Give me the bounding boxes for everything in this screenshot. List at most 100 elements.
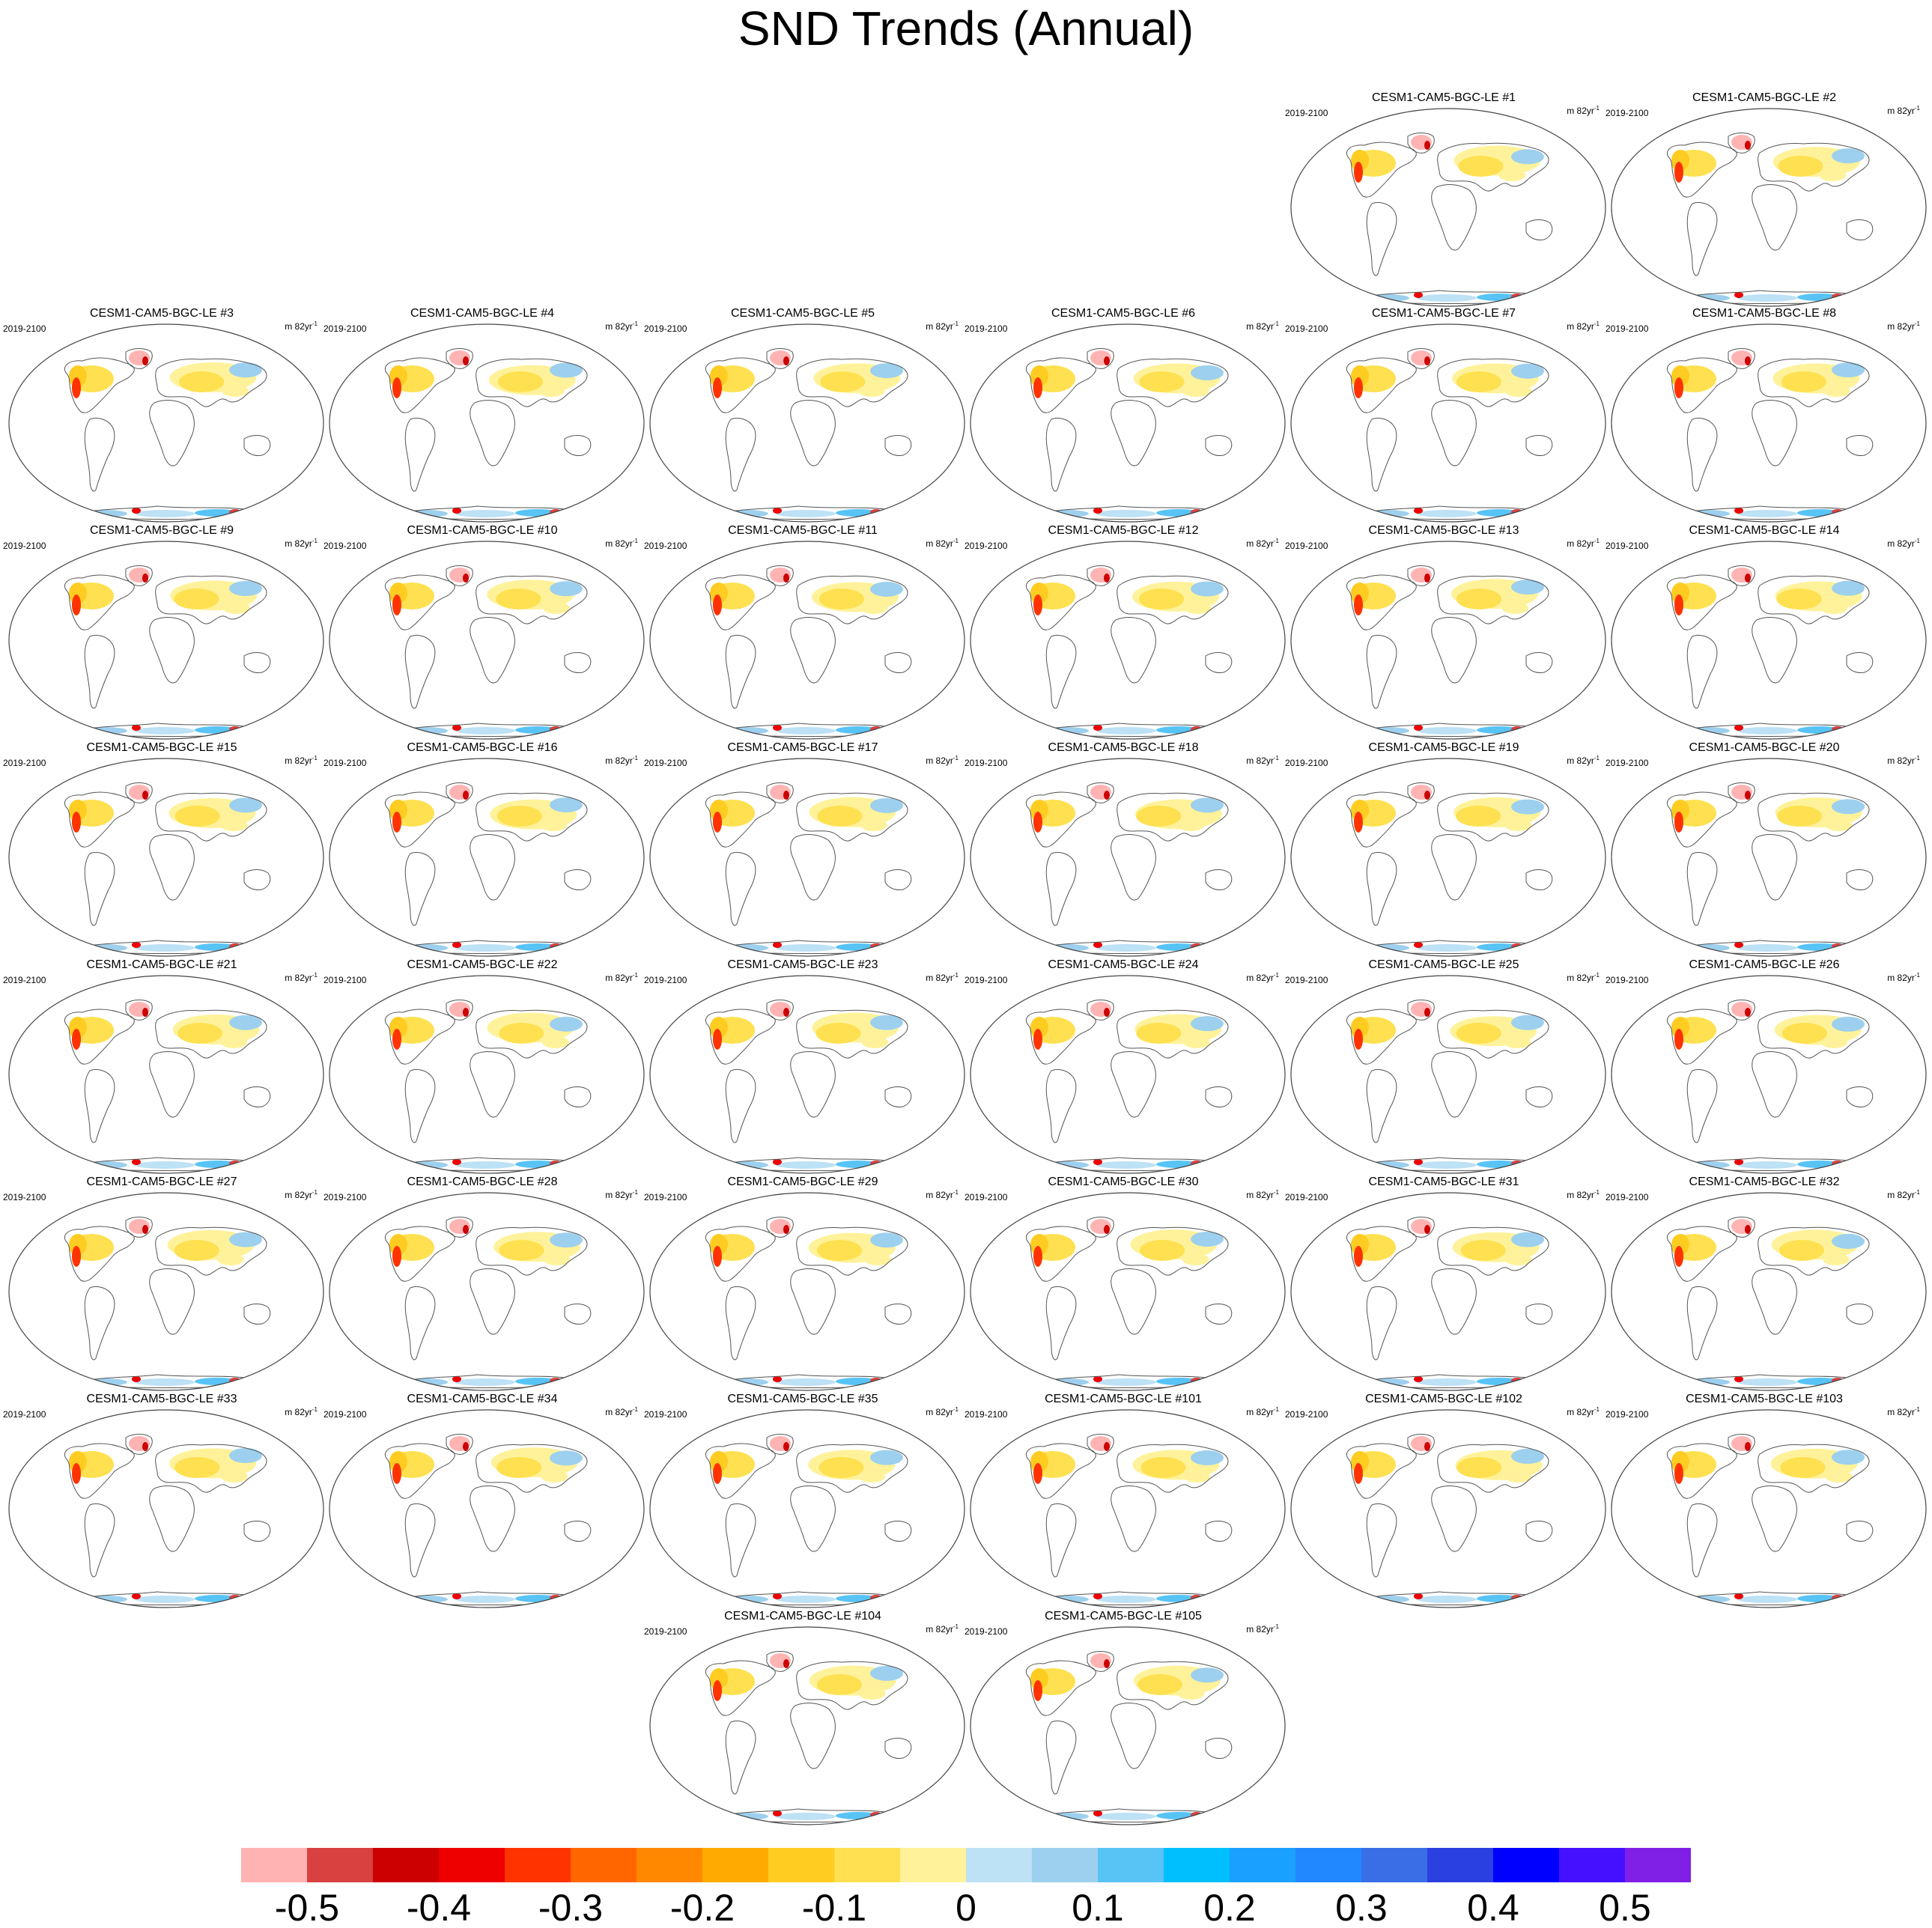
trend-field-patch [81,1163,96,1169]
map-boundary [649,1409,965,1608]
coastline [1666,357,1737,413]
trend-field-patch [452,1159,461,1165]
world-map [1290,975,1606,1174]
coastline [476,1009,588,1059]
trend-field-patch [1745,574,1751,583]
coastline [470,834,515,901]
map-boundary [329,975,645,1174]
coastline [1111,1268,1156,1335]
trend-field-patch [392,1246,401,1267]
panel-units-label: m 82yr-1 [1887,1187,1920,1200]
coastline [446,782,473,803]
coastline [125,348,153,369]
coastline [84,634,115,709]
world-map [1290,323,1606,523]
coastline [446,1217,473,1238]
panel-units-label: m 82yr-1 [1567,753,1600,766]
trend-field-patch [1832,580,1865,596]
map-boundary [329,541,645,740]
trend-field-patch [1136,806,1182,827]
coastline [1117,575,1229,624]
panel-units-label: m 82yr-1 [1246,753,1279,766]
panel-title: CESM1-CAM5-BGC-LE #28 [407,1176,558,1188]
trend-field-patch [1504,819,1532,831]
panel-period-label: 2019-2100 [965,1626,1008,1637]
panel-period-label: 2019-2100 [323,975,367,985]
trend-field-patch [1737,1161,1797,1169]
trend-field-patch [550,1232,583,1248]
panel-title: CESM1-CAM5-BGC-LE #24 [1048,958,1199,971]
trend-field-patch [1511,1449,1544,1465]
trend-field-patch [1096,1813,1156,1820]
units-exponent: -1 [953,972,959,979]
trend-field-patch [72,377,81,398]
panel-title: CESM1-CAM5-BGC-LE #4 [410,307,555,320]
trend-field-patch [1737,944,1797,952]
map-panel: CESM1-CAM5-BGC-LE #1 2019-2100 m 82yr-1 [1284,91,1606,308]
trend-field-patch [496,589,541,609]
panel-period-label: 2019-2100 [1285,541,1328,551]
coastline [1686,1068,1718,1143]
trend-field-patch [817,806,863,827]
trend-field-patch [1042,1163,1057,1169]
units-exponent: -1 [953,1406,959,1413]
world-map [1611,323,1927,523]
panel-units-label: m 82yr-1 [605,1187,638,1200]
units-exponent: -1 [1273,1406,1279,1413]
coastline [470,617,515,684]
trend-field-patch [1354,594,1363,615]
trend-field-patch [1182,1036,1210,1048]
panel-title: CESM1-CAM5-BGC-LE #22 [407,958,558,971]
coastline [1205,652,1233,673]
units-exponent: -1 [312,320,318,327]
trend-field-patch [1177,1688,1205,1700]
map-panel: CESM1-CAM5-BGC-LE #28 2019-2100 m 82yr-1 [322,1176,645,1393]
map-boundary [649,541,965,740]
units-text: m 82yr [1567,321,1594,332]
coastline [84,417,115,492]
trend-field-patch [1363,946,1378,952]
coastline [64,1009,135,1065]
coastline [1025,1226,1096,1282]
trend-field-patch [1511,1015,1544,1030]
map-boundary [8,1192,324,1391]
world-map [8,758,324,957]
coastline [705,1443,776,1499]
trend-field-patch [132,1376,141,1382]
coastline [149,617,195,684]
trend-field-patch [1424,1225,1430,1234]
trend-field-patch [455,944,515,952]
colorbar-tick-label: 0.5 [1599,1887,1651,1928]
trend-field-patch [1819,169,1847,181]
panel-period-label: 2019-2100 [965,1192,1008,1202]
coastline [384,1443,455,1499]
panel-units-label: m 82yr-1 [926,753,959,766]
units-exponent: -1 [1914,1406,1920,1413]
coastline [1045,1720,1077,1795]
coastline [796,1661,908,1710]
trend-field-patch [722,1380,737,1386]
units-exponent: -1 [312,1406,318,1413]
trend-field-patch [229,1232,262,1247]
trend-field-patch [222,602,250,614]
coastline [1752,400,1797,466]
trend-field-patch [1683,729,1698,735]
colorbar-swatch [439,1848,505,1882]
trend-field-patch [220,1471,248,1483]
trend-field-patch [857,385,885,397]
coastline [125,1434,153,1455]
units-text: m 82yr [605,321,633,332]
coastline [149,1051,195,1118]
coastline [766,1000,794,1021]
coastline [470,1051,515,1118]
trend-field-patch [1093,1159,1102,1165]
trend-field-patch [1737,510,1797,517]
panel-units-label: m 82yr-1 [605,319,638,332]
units-text: m 82yr [285,1190,312,1200]
trend-field-patch [1363,1163,1378,1169]
trend-field-patch [870,1450,903,1465]
map-boundary [649,1192,965,1391]
trend-field-patch [713,812,722,833]
colorbar-swatch [1295,1848,1362,1882]
trend-field-patch [1363,1597,1378,1603]
